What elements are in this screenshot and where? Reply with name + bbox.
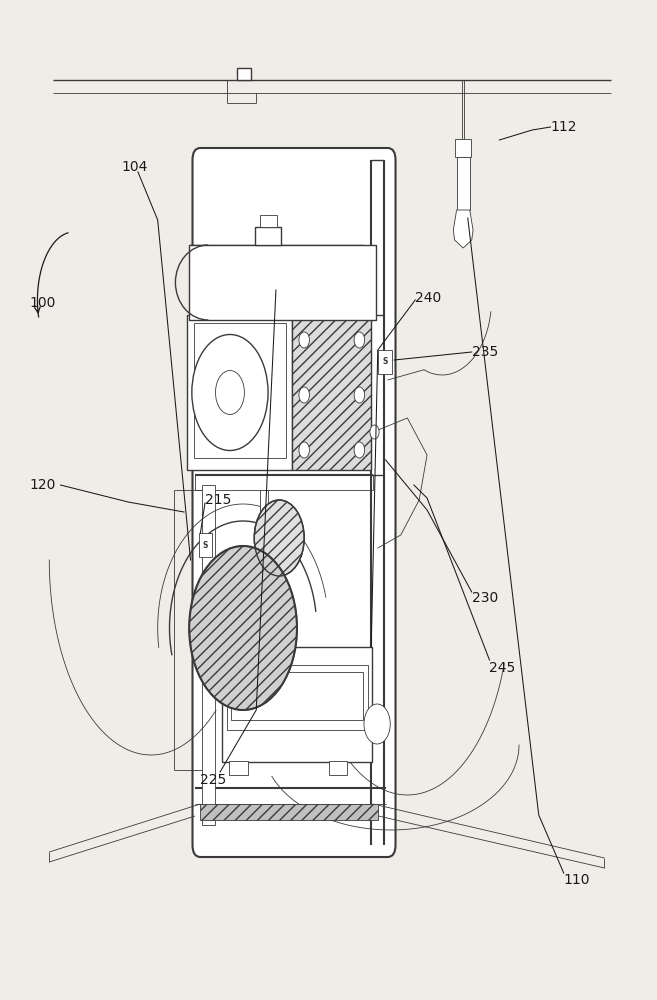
Bar [378,350,392,374]
Text: 230: 230 [472,591,498,605]
Circle shape [192,334,268,450]
Bar [237,68,251,80]
Circle shape [299,387,309,403]
Bar [187,315,292,470]
Bar [457,157,470,210]
Circle shape [370,425,379,439]
Text: 120: 120 [30,478,56,492]
Bar [194,323,286,458]
Bar [292,315,371,470]
Polygon shape [453,210,473,248]
Circle shape [299,332,309,348]
Text: 100: 100 [30,296,56,310]
Bar [222,647,372,762]
Text: 225: 225 [200,773,227,787]
Bar [260,490,268,532]
Text: 240: 240 [415,291,442,305]
Bar [328,761,347,775]
Bar [229,761,248,775]
Circle shape [354,332,365,348]
Text: 110: 110 [564,873,590,887]
Circle shape [215,370,244,414]
Bar [202,485,215,825]
Bar [227,665,368,730]
Bar [199,533,212,557]
Text: S: S [382,358,388,366]
FancyBboxPatch shape [193,148,396,857]
Circle shape [354,387,365,403]
Bar [200,804,378,820]
Text: 235: 235 [472,345,498,359]
Bar [255,227,281,245]
Text: 112: 112 [551,120,577,134]
Text: 215: 215 [205,493,231,507]
Text: S: S [203,540,208,550]
Text: 245: 245 [489,661,516,675]
Circle shape [364,704,390,744]
Circle shape [189,546,297,710]
Bar [260,215,277,227]
Bar [231,672,363,720]
Text: 104: 104 [122,160,148,174]
Circle shape [354,442,365,458]
Circle shape [254,500,304,576]
Circle shape [299,442,309,458]
Bar [189,245,376,320]
Bar [455,139,471,157]
